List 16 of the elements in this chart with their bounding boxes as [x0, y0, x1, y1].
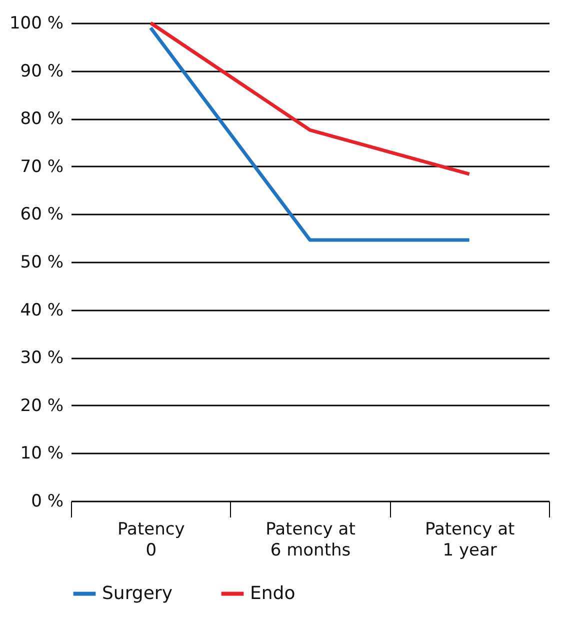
y-tick-label: 20 %	[20, 396, 64, 416]
y-tick-label: 60 %	[20, 204, 64, 225]
y-tick-label: 80 %	[20, 109, 64, 130]
y-tick-label: 0 %	[31, 492, 64, 512]
legend-label: Surgery	[102, 582, 173, 604]
y-tick-label: 90 %	[20, 61, 64, 82]
x-tick-label: Patency 0	[118, 520, 185, 560]
x-tick-label: Patency at 6 months	[266, 520, 356, 560]
x-tick-label: Patency at 1 year	[424, 520, 516, 560]
y-tick-label: 30 %	[20, 348, 64, 368]
y-tick-label: 70 %	[20, 156, 64, 177]
y-tick-label: 100 %	[9, 14, 64, 34]
legend-label: Endo	[250, 582, 296, 604]
y-tick-label: 10 %	[20, 444, 64, 464]
y-tick-label: 40 %	[20, 300, 64, 320]
y-tick-label: 50 %	[20, 252, 64, 272]
